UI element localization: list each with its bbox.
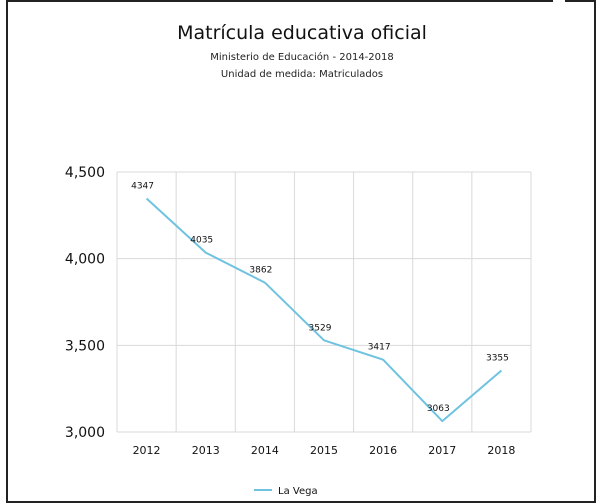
data-label: 3355 <box>486 353 509 363</box>
series-lines <box>145 197 503 423</box>
chart-subtitle: Ministerio de Educación - 2014-2018 <box>210 52 394 63</box>
y-axis: 3,000 3,500 4,000 4,500 <box>65 165 105 441</box>
data-label: 4347 <box>131 182 154 192</box>
series-line <box>145 197 503 423</box>
x-tick-label: 2014 <box>251 444 279 457</box>
x-tick-label: 2016 <box>369 444 397 457</box>
y-tick-label: 3,500 <box>65 338 105 354</box>
y-tick-label: 4,000 <box>65 252 105 268</box>
y-tick-label: 3,000 <box>65 425 105 441</box>
data-label: 3417 <box>368 343 391 353</box>
data-label: 3862 <box>249 266 272 276</box>
chart-title: Matrícula educativa oficial <box>177 22 427 44</box>
x-tick-label: 2018 <box>487 444 515 457</box>
legend: La Vega <box>254 486 318 497</box>
x-axis: 2012 2013 2014 2015 2016 2017 2018 <box>133 444 516 457</box>
x-tick-label: 2017 <box>428 444 456 457</box>
data-label: 3063 <box>427 404 450 414</box>
data-label: 4035 <box>190 236 213 246</box>
legend-label: La Vega <box>278 486 318 497</box>
chart-frame <box>6 0 596 503</box>
chart-unit-label: Unidad de medida: Matriculados <box>220 69 384 80</box>
frame-top-border <box>6 0 553 2</box>
data-label: 3529 <box>309 323 332 333</box>
y-tick-label: 4,500 <box>65 165 105 181</box>
x-tick-label: 2012 <box>133 444 161 457</box>
data-labels: 4347 4035 3862 3529 3417 3063 3355 <box>131 182 509 415</box>
frame-top-border-right <box>565 0 596 2</box>
x-tick-label: 2013 <box>192 444 220 457</box>
grid <box>116 171 532 433</box>
x-tick-label: 2015 <box>310 444 338 457</box>
